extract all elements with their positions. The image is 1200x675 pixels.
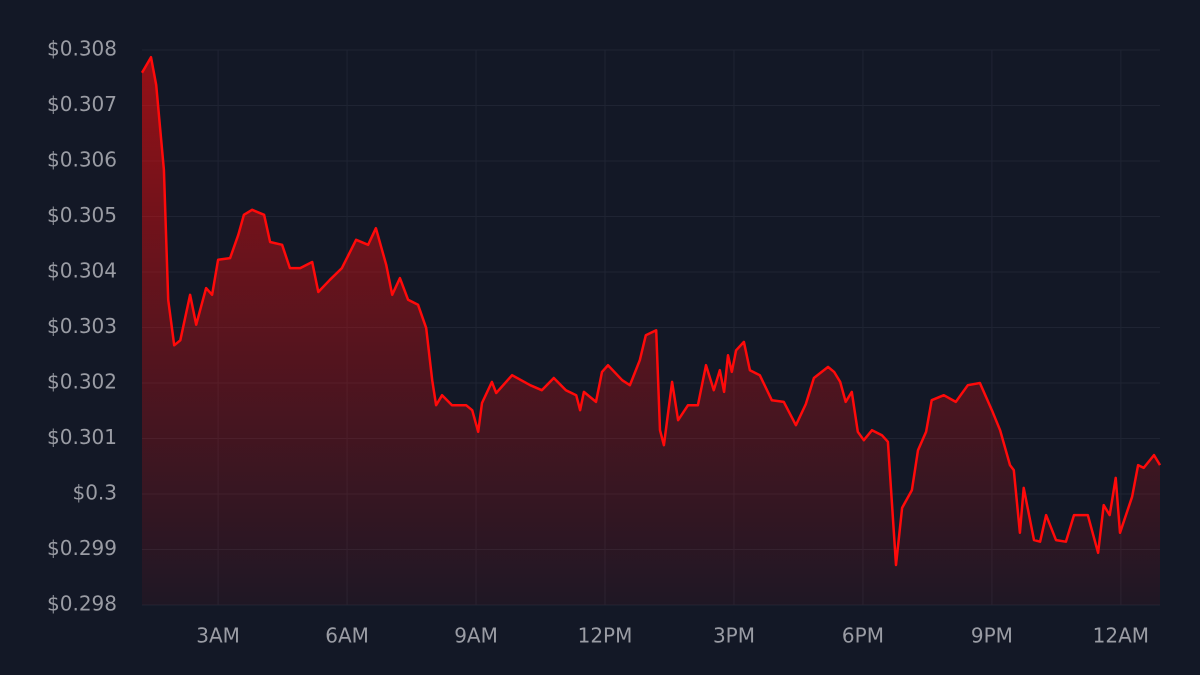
y-tick-label: $0.303	[47, 314, 117, 338]
x-tick-label: 3AM	[196, 624, 240, 648]
y-tick-label: $0.299	[47, 536, 117, 560]
y-tick-label: $0.305	[47, 203, 117, 227]
y-tick-label: $0.302	[47, 370, 117, 394]
y-tick-label: $0.307	[47, 92, 117, 116]
x-tick-label: 12PM	[578, 624, 633, 648]
y-tick-label: $0.301	[47, 425, 117, 449]
x-tick-label: 9PM	[971, 624, 1013, 648]
line	[140, 55, 1162, 567]
y-tick-label: $0.298	[47, 592, 117, 616]
x-tick-label: 6PM	[842, 624, 884, 648]
x-tick-label: 6AM	[325, 624, 369, 648]
y-tick-label: $0.3	[72, 481, 117, 505]
x-tick-label: 9AM	[454, 624, 498, 648]
x-tick-label: 3PM	[713, 624, 755, 648]
y-tick-label: $0.306	[47, 148, 117, 172]
area	[142, 57, 1160, 605]
y-tick-label: $0.304	[47, 259, 117, 283]
x-tick-label: 12AM	[1093, 624, 1149, 648]
y-tick-label: $0.308	[47, 37, 117, 61]
